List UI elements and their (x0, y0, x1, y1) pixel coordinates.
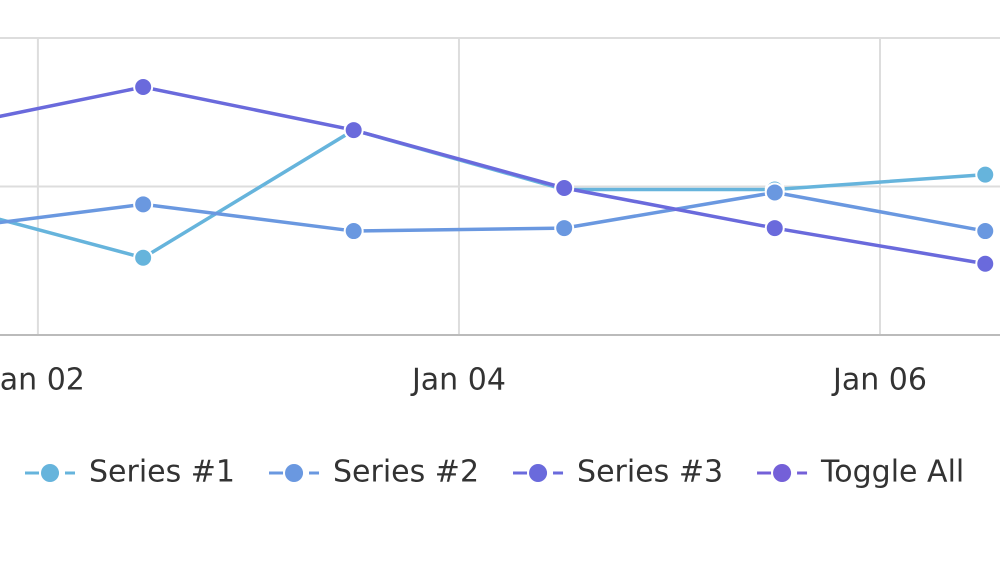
data-point (343, 221, 364, 242)
legend-item[interactable]: Series #2 (269, 455, 479, 490)
data-point (133, 194, 154, 215)
data-point (554, 218, 575, 239)
legend-marker (529, 464, 548, 482)
x-tick-label: Jan 04 (410, 363, 506, 398)
data-point (764, 182, 785, 203)
x-tick-label: Jan 02 (0, 363, 85, 398)
legend-item[interactable]: Toggle All (757, 455, 964, 490)
data-point (343, 120, 364, 141)
data-point (133, 247, 154, 268)
legend-label: Series #2 (333, 455, 479, 490)
x-tick-label: Jan 06 (831, 363, 927, 398)
legend-label: Series #3 (577, 455, 723, 490)
series-line (0, 85, 986, 266)
data-point (975, 221, 996, 242)
legend-label: Toggle All (820, 455, 964, 490)
legend-marker (773, 464, 792, 482)
data-point (133, 77, 154, 98)
legend-marker (41, 464, 59, 482)
legend-marker (285, 464, 304, 482)
data-point (975, 164, 996, 185)
data-point (975, 253, 996, 274)
data-point (764, 218, 785, 239)
legend-item[interactable]: Series #1 (25, 455, 235, 490)
legend-item[interactable]: Series #3 (513, 455, 723, 490)
data-point (554, 177, 575, 198)
legend-label: Series #1 (89, 455, 235, 490)
series-line (0, 190, 986, 233)
